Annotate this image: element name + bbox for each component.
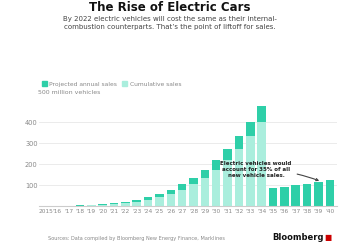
Bar (303, 183, 311, 206)
Text: ■: ■ (324, 233, 332, 242)
Text: By 2022 electric vehicles will cost the same as their internal-
combustion count: By 2022 electric vehicles will cost the … (63, 16, 277, 30)
Text: Sources: Data compiled by Bloomberg New Energy Finance, Marklines: Sources: Data compiled by Bloomberg New … (48, 236, 224, 241)
Bar (223, 160, 232, 206)
Bar (212, 170, 221, 206)
Bar (235, 149, 243, 206)
Bar (314, 182, 323, 206)
Bar (235, 136, 243, 149)
Bar (98, 204, 107, 205)
Bar (133, 202, 141, 206)
Bar (223, 149, 232, 160)
Bar (110, 204, 118, 206)
Bar (201, 170, 209, 178)
Bar (121, 202, 130, 203)
Bar (269, 188, 277, 206)
Bar (144, 200, 152, 206)
Bar (110, 203, 118, 204)
Bar (121, 203, 130, 206)
Bar (280, 187, 289, 206)
Bar (246, 122, 255, 136)
Bar (257, 122, 266, 206)
Bar (291, 185, 300, 206)
Bar (98, 205, 107, 206)
Bar (246, 136, 255, 206)
Bar (144, 197, 152, 200)
Text: 500 million vehicles: 500 million vehicles (38, 90, 100, 95)
Legend: Projected annual sales, Cumulative sales: Projected annual sales, Cumulative sales (39, 79, 184, 89)
Bar (167, 190, 175, 194)
Bar (325, 180, 334, 206)
Bar (189, 178, 198, 184)
Bar (155, 194, 164, 197)
Bar (189, 184, 198, 206)
Bar (133, 200, 141, 202)
Bar (212, 160, 221, 170)
Bar (257, 106, 266, 122)
Text: Bloomberg: Bloomberg (272, 233, 323, 242)
Bar (178, 190, 186, 206)
Bar (87, 205, 96, 206)
Bar (155, 197, 164, 206)
Text: Electric vehicles would
account for 35% of all
new vehicle sales.: Electric vehicles would account for 35% … (220, 162, 318, 181)
Text: The Rise of Electric Cars: The Rise of Electric Cars (89, 1, 251, 14)
Bar (201, 178, 209, 206)
Bar (167, 194, 175, 206)
Bar (76, 205, 84, 206)
Bar (178, 184, 186, 190)
